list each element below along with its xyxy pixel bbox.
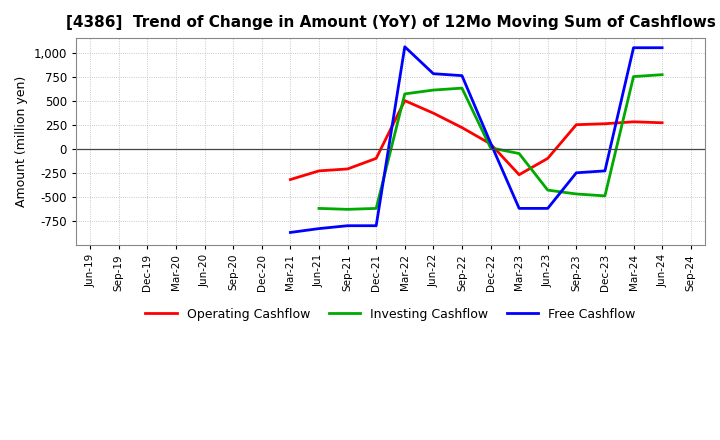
Legend: Operating Cashflow, Investing Cashflow, Free Cashflow: Operating Cashflow, Investing Cashflow, …	[140, 303, 641, 326]
Free Cashflow	[315, 226, 323, 231]
Line: Free Cashflow: Free Cashflow	[290, 47, 662, 232]
Operating Cashflow	[343, 166, 352, 172]
Free Cashflow	[486, 140, 495, 146]
Line: Operating Cashflow: Operating Cashflow	[290, 101, 662, 180]
Investing Cashflow	[343, 207, 352, 212]
Operating Cashflow	[429, 110, 438, 116]
Operating Cashflow	[315, 168, 323, 173]
Investing Cashflow	[515, 151, 523, 156]
Operating Cashflow	[286, 177, 294, 182]
Free Cashflow	[629, 45, 638, 50]
Free Cashflow	[400, 44, 409, 49]
Operating Cashflow	[400, 98, 409, 103]
Operating Cashflow	[486, 141, 495, 147]
Free Cashflow	[429, 71, 438, 77]
Free Cashflow	[458, 73, 467, 78]
Operating Cashflow	[458, 125, 467, 130]
Investing Cashflow	[629, 74, 638, 79]
Operating Cashflow	[372, 156, 380, 161]
Operating Cashflow	[629, 119, 638, 125]
Free Cashflow	[544, 206, 552, 211]
Title: [4386]  Trend of Change in Amount (YoY) of 12Mo Moving Sum of Cashflows: [4386] Trend of Change in Amount (YoY) o…	[66, 15, 716, 30]
Investing Cashflow	[572, 191, 580, 197]
Investing Cashflow	[372, 206, 380, 211]
Investing Cashflow	[544, 187, 552, 193]
Investing Cashflow	[429, 88, 438, 93]
Investing Cashflow	[486, 145, 495, 150]
Investing Cashflow	[400, 91, 409, 96]
Investing Cashflow	[600, 193, 609, 198]
Operating Cashflow	[658, 120, 667, 125]
Operating Cashflow	[515, 172, 523, 177]
Investing Cashflow	[658, 72, 667, 77]
Free Cashflow	[658, 45, 667, 50]
Free Cashflow	[286, 230, 294, 235]
Operating Cashflow	[544, 156, 552, 161]
Free Cashflow	[372, 223, 380, 228]
Free Cashflow	[515, 206, 523, 211]
Free Cashflow	[572, 170, 580, 176]
Y-axis label: Amount (million yen): Amount (million yen)	[15, 76, 28, 207]
Investing Cashflow	[458, 85, 467, 91]
Operating Cashflow	[572, 122, 580, 127]
Line: Investing Cashflow: Investing Cashflow	[319, 75, 662, 209]
Operating Cashflow	[600, 121, 609, 126]
Free Cashflow	[600, 168, 609, 173]
Free Cashflow	[343, 223, 352, 228]
Investing Cashflow	[315, 206, 323, 211]
